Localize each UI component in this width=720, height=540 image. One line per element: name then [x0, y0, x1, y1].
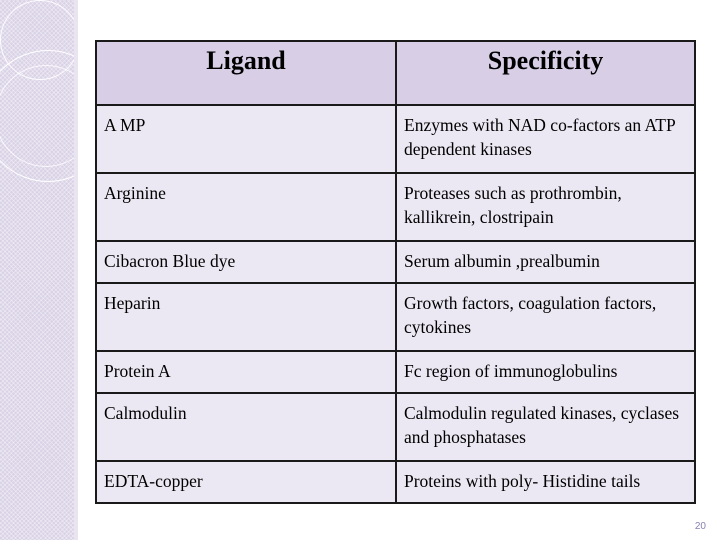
decorative-side-band: [0, 0, 114, 540]
specificity-column-header: Specificity: [395, 40, 696, 106]
specificity-cell: Growth factors, coagulation factors, cyt…: [395, 282, 696, 353]
ligand-column-header: Ligand: [95, 40, 397, 106]
table-row: Heparin Growth factors, coagulation fact…: [95, 282, 696, 353]
table-row: Arginine Proteases such as prothrombin, …: [95, 172, 696, 243]
page-number: 20: [694, 521, 706, 532]
table-row: Protein A Fc region of immunoglobulins: [95, 350, 696, 394]
ligand-cell: EDTA-copper: [95, 460, 397, 504]
ligand-cell: Calmodulin: [95, 391, 397, 463]
table-row: Calmodulin Calmodulin regulated kinases,…: [95, 391, 696, 463]
specificity-cell: Fc region of immunoglobulins: [395, 350, 696, 394]
table-header-row: Ligand Specificity: [95, 40, 696, 106]
table-row: A MP Enzymes with NAD co-factors an ATP …: [95, 103, 696, 175]
table-row: Cibacron Blue dye Serum albumin ,prealbu…: [95, 240, 696, 285]
ligand-cell: A MP: [95, 103, 397, 175]
specificity-cell: Enzymes with NAD co-factors an ATP depen…: [395, 103, 696, 175]
ligand-cell: Heparin: [95, 282, 397, 353]
specificity-cell: Proteases such as prothrombin, kallikrei…: [395, 172, 696, 243]
specificity-cell: Proteins with poly- Histidine tails: [395, 460, 696, 504]
specificity-cell: Serum albumin ,prealbumin: [395, 240, 696, 285]
ligand-cell: Arginine: [95, 172, 397, 243]
ligand-specificity-table: Ligand Specificity A MP Enzymes with NAD…: [95, 40, 696, 504]
table-row: EDTA-copper Proteins with poly- Histidin…: [95, 460, 696, 504]
ligand-cell: Cibacron Blue dye: [95, 240, 397, 285]
specificity-cell: Calmodulin regulated kinases, cyclases a…: [395, 391, 696, 463]
ligand-cell: Protein A: [95, 350, 397, 394]
